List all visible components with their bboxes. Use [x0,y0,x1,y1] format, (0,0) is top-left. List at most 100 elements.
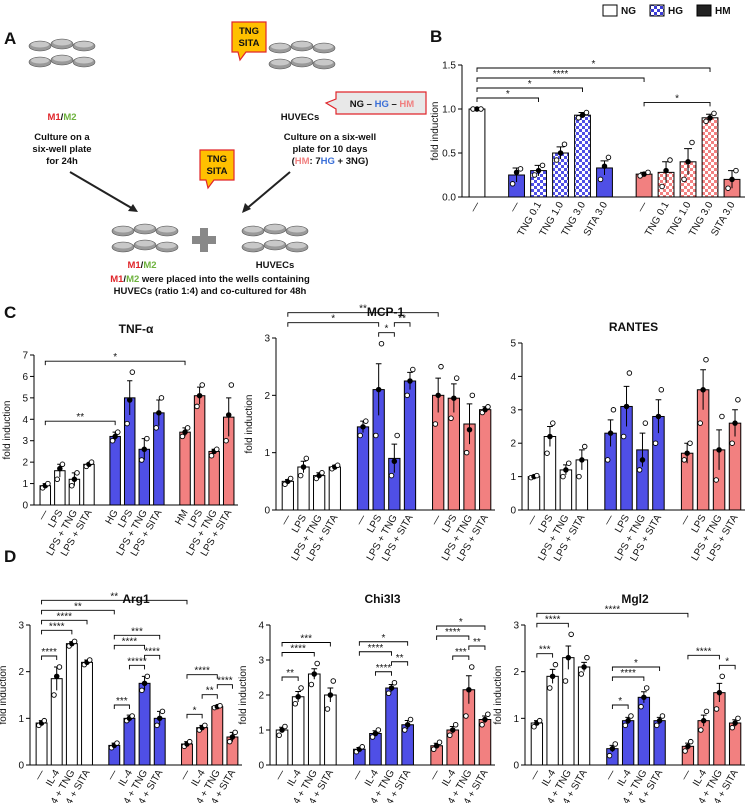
significance-label: *** [539,645,551,656]
chart-title: Chi3l3 [364,592,400,606]
data-point [729,176,735,183]
x-tick-label: — [508,200,523,214]
data-point [69,482,75,489]
chart-title: Arg1 [122,592,150,606]
data-point [217,702,223,709]
data-point [394,432,400,439]
significance-label: ** [473,637,481,648]
significance-label: *** [455,647,467,658]
panel-label: A [4,29,16,48]
data-point [713,477,719,483]
data-point [605,154,612,161]
bar [527,476,541,511]
data-point [636,467,643,473]
y-tick-label: 2 [513,667,519,678]
caption: HUVECs (ratio 1:4) and co-cultured for 4… [114,286,307,297]
y-tick-label: 3 [18,621,24,632]
data-point [279,727,285,733]
data-point [86,657,93,663]
data-point [378,340,385,347]
significance-bracket [611,676,645,681]
data-point [626,370,633,376]
significance-bracket [536,653,554,658]
significance-label: **** [57,611,73,622]
data-point [375,727,382,733]
significance-bracket [536,622,569,628]
well-plate-top [271,59,289,66]
bar [179,431,191,506]
data-point [463,713,469,719]
bar [307,673,321,766]
data-point [581,443,588,450]
bar [447,397,460,511]
data-point [214,446,220,453]
data-point [552,661,559,668]
data-point [732,420,738,426]
significance-bracket [281,652,315,657]
data-point [232,729,238,736]
data-point [732,720,738,726]
significance-bracket [113,704,130,709]
significance-bracket [216,684,233,689]
y-tick-label: 0 [513,761,519,772]
arrow [244,171,291,211]
well-plate-top [271,43,289,50]
data-point [449,727,456,733]
label-part: HM [399,99,414,110]
x-tick-label: — [635,200,650,214]
well-plate-top [31,41,49,48]
y-tick-label: 1 [513,714,519,725]
data-point [327,692,334,698]
significance-label: ** [359,304,367,315]
data-point [539,162,546,169]
data-point [579,457,585,463]
data-point [681,457,688,463]
significance-label: ***** [127,656,147,667]
x-tick-label: — [603,768,618,782]
label-part: : 7 [310,156,321,167]
data-point [199,382,205,388]
legend: NG HG HM [602,4,731,17]
data-point [547,433,553,440]
label-part: HM [295,156,310,167]
data-point [581,664,587,670]
significance-label: ** [110,591,118,602]
bar [530,722,544,766]
x-tick-label: — [354,513,369,527]
data-point [159,708,166,715]
error-bar [466,403,473,445]
y-tick-label: 2 [510,439,516,450]
y-tick-label: 3 [510,405,516,416]
data-point [531,723,537,730]
significance-bracket [113,644,146,650]
data-point [685,743,691,750]
significance-bracket [41,629,73,635]
data-point [623,403,630,410]
significance-bracket [393,322,411,327]
significance-bracket [391,661,409,666]
y-tick-label: 1 [22,479,28,490]
data-point [735,715,741,722]
significance-bracket [128,664,146,670]
y-tick-label: 4 [510,372,516,383]
arrowhead [128,204,138,212]
data-point [363,418,369,424]
well-plate-top [136,240,154,247]
y-tick-label: 2 [22,458,28,469]
significance-label: * [725,656,729,667]
chart-title: Mgl2 [621,592,649,606]
well-plate-top [75,57,93,64]
bar [211,706,224,766]
arrowhead [242,203,251,213]
legend-label: HM [715,6,731,17]
bar [138,682,151,766]
condition-text: NG – HG – HM [350,99,414,110]
y-axis-label: fold induction [244,395,255,454]
data-point [578,671,584,677]
significance-label: **** [545,614,561,625]
data-point [447,732,453,739]
significance-bracket [611,704,629,709]
significance-label: * [528,79,532,90]
significance-label: ** [286,668,294,679]
